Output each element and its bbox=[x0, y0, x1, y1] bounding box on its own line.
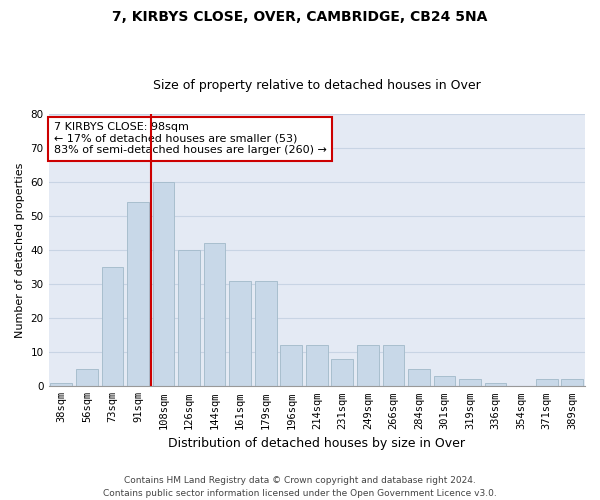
Bar bbox=[357, 346, 379, 387]
Bar bbox=[178, 250, 200, 386]
Bar bbox=[562, 380, 583, 386]
Text: Contains HM Land Registry data © Crown copyright and database right 2024.
Contai: Contains HM Land Registry data © Crown c… bbox=[103, 476, 497, 498]
Bar bbox=[536, 380, 557, 386]
Bar bbox=[76, 370, 98, 386]
Bar bbox=[383, 346, 404, 387]
Bar bbox=[152, 182, 175, 386]
Bar bbox=[101, 267, 123, 386]
Bar bbox=[280, 346, 302, 387]
X-axis label: Distribution of detached houses by size in Over: Distribution of detached houses by size … bbox=[168, 437, 465, 450]
Bar bbox=[204, 244, 226, 386]
Bar bbox=[306, 346, 328, 387]
Bar bbox=[229, 281, 251, 386]
Bar bbox=[331, 359, 353, 386]
Bar bbox=[485, 383, 506, 386]
Text: 7 KIRBYS CLOSE: 98sqm
← 17% of detached houses are smaller (53)
83% of semi-deta: 7 KIRBYS CLOSE: 98sqm ← 17% of detached … bbox=[54, 122, 327, 156]
Bar bbox=[255, 281, 277, 386]
Bar bbox=[459, 380, 481, 386]
Bar bbox=[434, 376, 455, 386]
Y-axis label: Number of detached properties: Number of detached properties bbox=[15, 162, 25, 338]
Text: 7, KIRBYS CLOSE, OVER, CAMBRIDGE, CB24 5NA: 7, KIRBYS CLOSE, OVER, CAMBRIDGE, CB24 5… bbox=[112, 10, 488, 24]
Bar bbox=[50, 383, 72, 386]
Bar bbox=[408, 370, 430, 386]
Bar bbox=[127, 202, 149, 386]
Title: Size of property relative to detached houses in Over: Size of property relative to detached ho… bbox=[153, 79, 481, 92]
